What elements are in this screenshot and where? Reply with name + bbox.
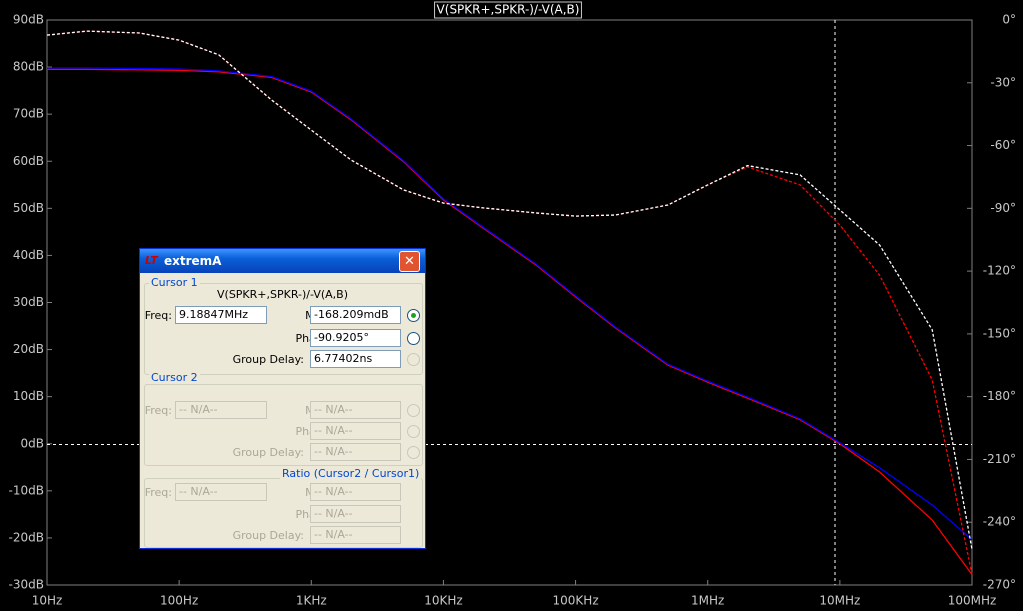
y2-tick-label: -90° xyxy=(990,201,1016,215)
radio-button[interactable] xyxy=(407,309,420,322)
mag-field[interactable]: -168.209mdB xyxy=(310,306,401,324)
phase-field: -- N/A-- xyxy=(310,505,401,523)
dialog-title: extremA xyxy=(164,254,222,268)
radio-button xyxy=(407,446,420,459)
group-delay-field: -- N/A-- xyxy=(310,443,401,461)
y2-tick-label: -120° xyxy=(983,264,1016,278)
y2-tick-label: -270° xyxy=(983,578,1016,592)
y-tick-label: 10dB xyxy=(13,389,44,403)
cursor1-group xyxy=(144,283,423,375)
mag-field: -- N/A-- xyxy=(310,401,401,419)
freq-field: -- N/A-- xyxy=(175,401,267,419)
y2-tick-label: 0° xyxy=(1002,13,1016,27)
y-tick-label: 90dB xyxy=(13,13,44,27)
group-delay-label: Group Delay: xyxy=(232,446,304,459)
y2-tick-label: -180° xyxy=(983,389,1016,403)
series-line xyxy=(46,30,973,550)
x-tick-label: 10KHz xyxy=(424,594,462,608)
freq-field[interactable]: 9.18847MHz xyxy=(175,306,267,324)
series-line xyxy=(47,67,973,541)
x-tick-label: 100KHz xyxy=(553,594,599,608)
freq-field: -- N/A-- xyxy=(175,483,267,501)
chart-title: V(SPKR+,SPKR-)/-V(A,B) xyxy=(437,3,580,17)
close-button[interactable]: ✕ xyxy=(399,251,420,272)
radio-button xyxy=(407,353,420,366)
radio-dot xyxy=(411,313,416,318)
series-line xyxy=(47,68,973,575)
y2-tick-label: -30° xyxy=(990,75,1016,89)
x-tick-label: 100Hz xyxy=(160,594,198,608)
y-tick-label: 60dB xyxy=(13,154,44,168)
radio-button[interactable] xyxy=(407,332,420,345)
y-tick-label: -20dB xyxy=(9,530,44,544)
y2-tick-label: -150° xyxy=(983,326,1016,340)
cursor-dialog: LT extremA ✕ Cursor 1 V(SPKR+,SPKR-)/-V(… xyxy=(139,248,426,549)
y-tick-label: 40dB xyxy=(13,248,44,262)
title-bar: LT extremA ✕ xyxy=(140,249,425,273)
y-tick-label: -10dB xyxy=(9,483,44,497)
y-tick-label: 50dB xyxy=(13,201,44,215)
x-tick-label: 1KHz xyxy=(296,594,327,608)
freq-label: Freq: xyxy=(144,309,172,322)
y2-tick-label: -60° xyxy=(990,138,1016,152)
group-label: Cursor 2 xyxy=(149,371,200,384)
x-tick-label: 10MHz xyxy=(819,594,860,608)
series-line xyxy=(46,30,973,575)
freq-label: Freq: xyxy=(144,404,172,417)
radio-button xyxy=(407,425,420,438)
freq-label: Freq: xyxy=(144,486,172,499)
expression: V(SPKR+,SPKR-)/-V(A,B) xyxy=(217,288,348,301)
radio-button xyxy=(407,404,420,417)
y2-tick-label: -240° xyxy=(983,515,1016,529)
y-tick-label: 80dB xyxy=(13,60,44,74)
group-delay-label: Group Delay: xyxy=(232,353,304,366)
mag-field: -- N/A-- xyxy=(310,483,401,501)
y-tick-label: 70dB xyxy=(13,107,44,121)
group-delay-field: -- N/A-- xyxy=(310,526,401,544)
x-tick-label: 10Hz xyxy=(32,594,63,608)
cursor2-group xyxy=(144,384,423,466)
y-tick-label: 0dB xyxy=(21,436,44,450)
y-tick-label: 30dB xyxy=(13,295,44,309)
group-delay-label: Group Delay: xyxy=(232,529,304,542)
group-delay-field[interactable]: 6.77402ns xyxy=(310,350,401,368)
title-box xyxy=(434,1,582,19)
y-tick-label: 20dB xyxy=(13,342,44,356)
phase-field[interactable]: -90.9205° xyxy=(310,329,401,347)
y2-tick-label: -210° xyxy=(983,452,1016,466)
y-tick-label: -30dB xyxy=(9,578,44,592)
group-label: Ratio (Cursor2 / Cursor1) xyxy=(280,467,422,480)
x-tick-label: 1MHz xyxy=(691,594,724,608)
app-icon: LT xyxy=(145,254,158,267)
x-tick-label: 100MHz xyxy=(948,594,997,608)
group-label: Cursor 1 xyxy=(149,276,200,289)
phase-field: -- N/A-- xyxy=(310,422,401,440)
